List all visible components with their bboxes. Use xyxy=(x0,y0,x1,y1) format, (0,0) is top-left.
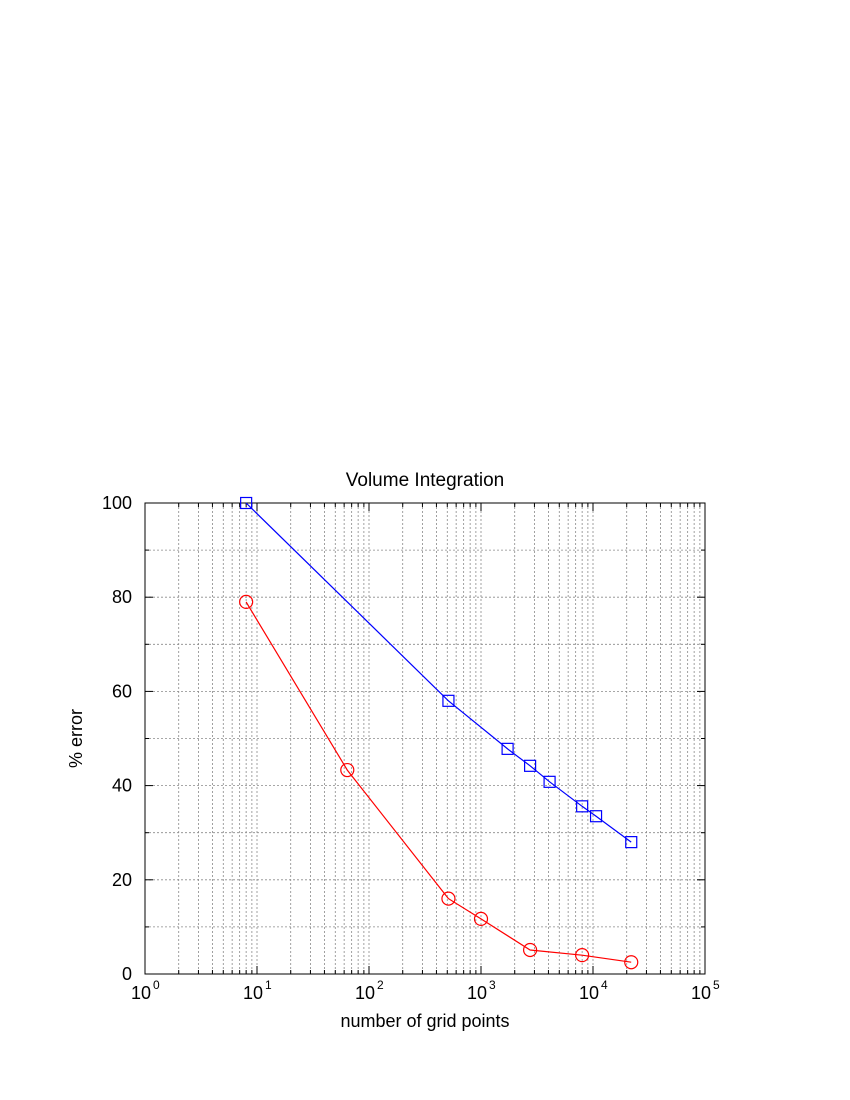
grid xyxy=(145,503,705,974)
data-point-circle xyxy=(575,948,590,963)
x-axis-label: number of grid points xyxy=(340,1011,509,1031)
data-point-circle xyxy=(239,594,254,610)
chart-title: Volume Integration xyxy=(346,470,504,491)
y-tick-label: 60 xyxy=(112,681,132,701)
x-tick-exponent: 2 xyxy=(377,978,384,992)
series-line xyxy=(245,502,632,843)
y-tick-label: 40 xyxy=(112,776,132,796)
data-point-square xyxy=(240,496,253,510)
data-point-square xyxy=(576,800,589,813)
series-circle xyxy=(239,594,639,970)
data-point-square xyxy=(523,759,537,772)
data-point-circle xyxy=(340,762,355,778)
x-tick-label: 10 xyxy=(579,983,599,1003)
data-point-circle xyxy=(624,955,639,970)
y-tick-label: 0 xyxy=(122,964,132,984)
x-tick-exponent: 3 xyxy=(489,978,496,992)
x-tick-exponent: 4 xyxy=(601,978,608,992)
series-layer xyxy=(239,496,639,970)
series-line xyxy=(245,601,632,963)
series-square xyxy=(240,496,638,849)
x-tick-label: 10 xyxy=(355,983,375,1003)
x-tick-exponent: 0 xyxy=(153,978,160,992)
x-tick-label: 10 xyxy=(467,983,487,1003)
x-tick-label: 10 xyxy=(691,983,711,1003)
y-tick-label: 20 xyxy=(112,870,132,890)
x-tick-label: 10 xyxy=(131,983,151,1003)
data-point-square xyxy=(625,836,638,849)
data-point-square xyxy=(501,742,514,755)
y-tick-label: 80 xyxy=(112,587,132,607)
x-tick-label: 10 xyxy=(243,983,263,1003)
x-tick-exponent: 1 xyxy=(265,978,272,992)
data-point-circle xyxy=(441,891,456,906)
data-point-square xyxy=(589,810,603,823)
x-tick-exponent: 5 xyxy=(713,978,720,992)
data-point-circle xyxy=(522,942,538,958)
data-point-square xyxy=(543,775,556,788)
y-tick-label: 100 xyxy=(102,493,132,513)
data-point-circle xyxy=(473,911,489,926)
y-axis-label: % error xyxy=(66,709,86,768)
data-point-square xyxy=(442,694,455,707)
